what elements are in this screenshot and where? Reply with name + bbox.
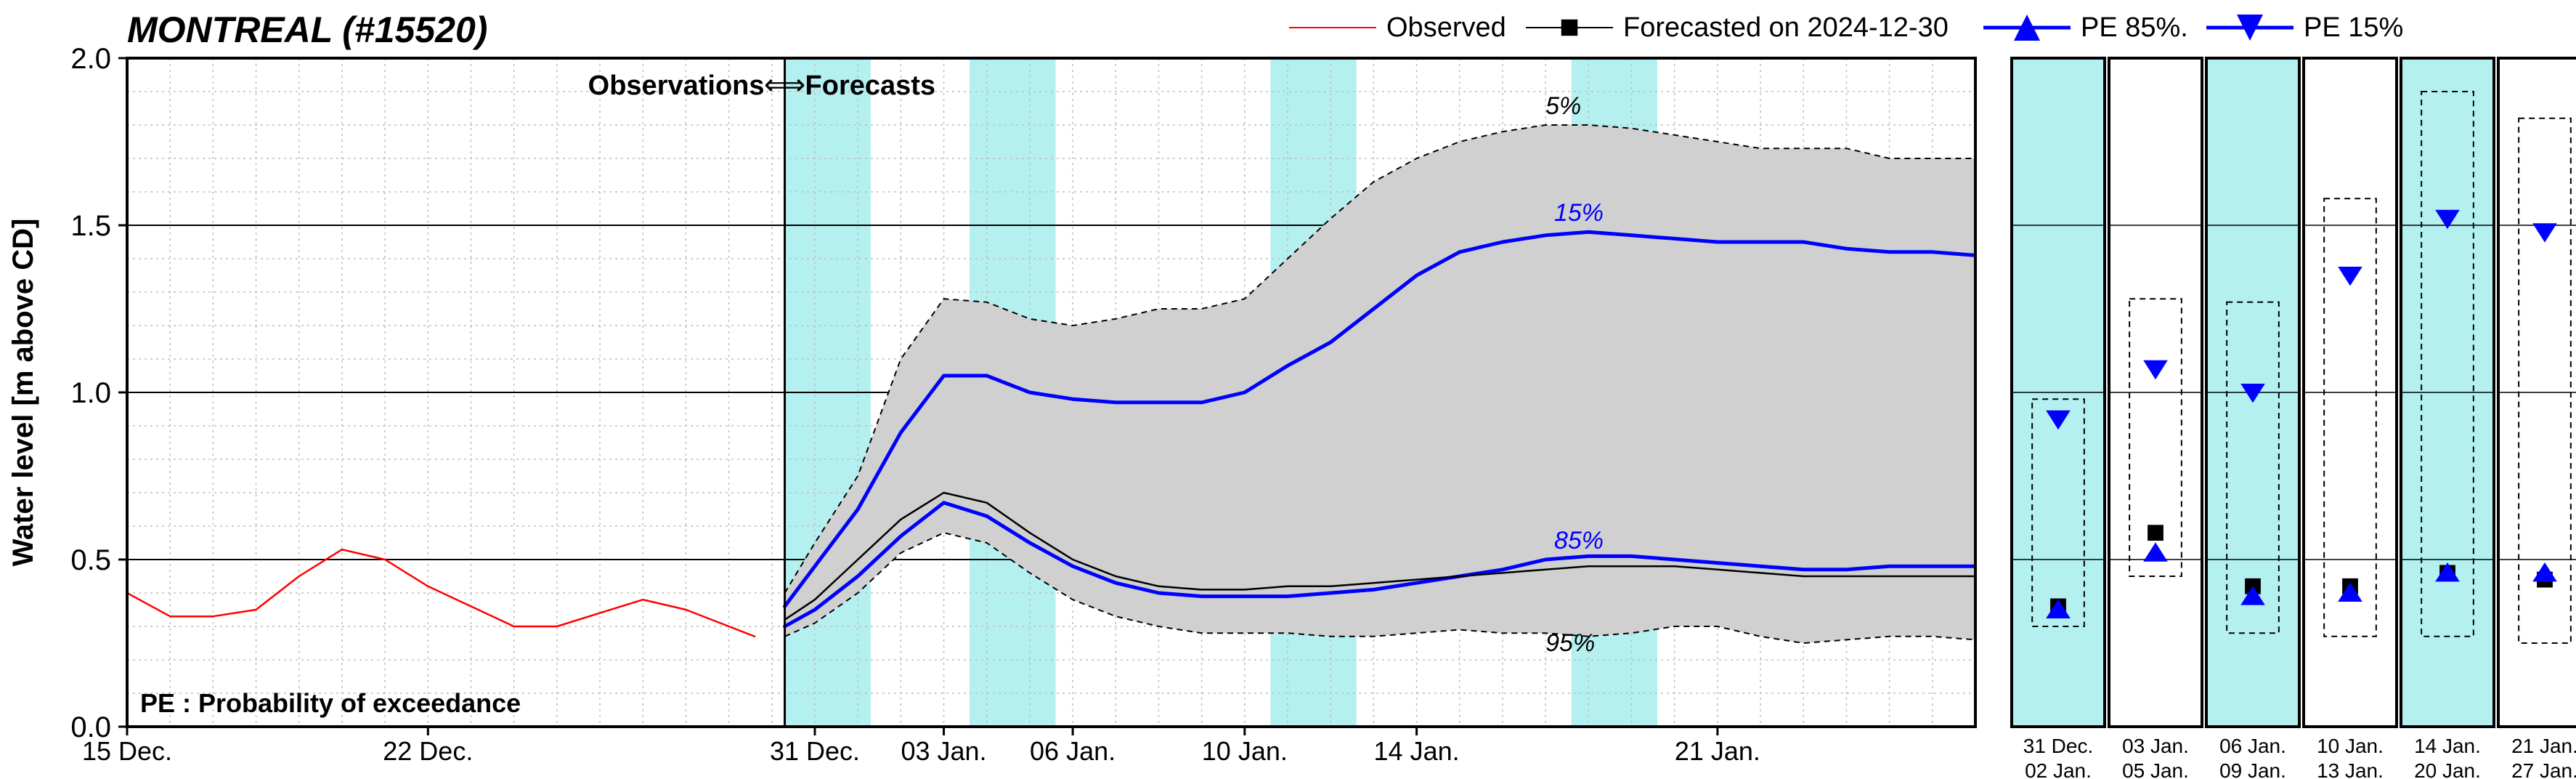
svg-text:09 Jan.: 09 Jan. — [2219, 759, 2286, 779]
svg-text:0.5: 0.5 — [70, 544, 111, 576]
svg-text:02 Jan.: 02 Jan. — [2025, 759, 2092, 779]
svg-text:5%: 5% — [1545, 92, 1581, 120]
svg-text:⟺: ⟺ — [764, 69, 805, 101]
chart-figure: { "meta": { "width": 3547, "height": 107… — [0, 0, 2576, 779]
svg-text:31 Dec.: 31 Dec. — [2023, 735, 2094, 757]
svg-text:21 Jan.: 21 Jan. — [2511, 735, 2576, 757]
svg-text:MONTREAL (#15520): MONTREAL (#15520) — [127, 9, 487, 50]
svg-text:2.0: 2.0 — [70, 43, 111, 75]
svg-text:06 Jan.: 06 Jan. — [2219, 735, 2286, 757]
svg-text:PE 85%.: PE 85%. — [2081, 12, 2188, 43]
svg-text:10 Jan.: 10 Jan. — [2317, 735, 2384, 757]
svg-text:14 Jan.: 14 Jan. — [2414, 735, 2481, 757]
svg-text:Water level [m above CD]: Water level [m above CD] — [7, 219, 39, 567]
svg-text:PE : Probability of exceedance: PE : Probability of exceedance — [140, 688, 521, 718]
svg-text:15 Dec.: 15 Dec. — [82, 736, 172, 766]
svg-text:05 Jan.: 05 Jan. — [2122, 759, 2189, 779]
svg-text:PE 15%: PE 15% — [2304, 12, 2403, 43]
svg-text:27 Jan.: 27 Jan. — [2511, 759, 2576, 779]
svg-text:03 Jan.: 03 Jan. — [2122, 735, 2189, 757]
svg-text:Forecasted on 2024-12-30: Forecasted on 2024-12-30 — [1623, 12, 1949, 43]
svg-text:14 Jan.: 14 Jan. — [1374, 736, 1460, 766]
svg-text:03 Jan.: 03 Jan. — [901, 736, 986, 766]
svg-text:Forecasts: Forecasts — [805, 70, 936, 101]
svg-text:95%: 95% — [1545, 629, 1595, 657]
svg-text:85%: 85% — [1554, 527, 1604, 554]
svg-text:15%: 15% — [1554, 199, 1604, 227]
svg-text:1.0: 1.0 — [70, 377, 111, 409]
svg-text:13 Jan.: 13 Jan. — [2317, 759, 2384, 779]
svg-text:Observed: Observed — [1386, 12, 1506, 43]
svg-text:31 Dec.: 31 Dec. — [770, 736, 860, 766]
chart-svg: 0.00.51.01.52.015 Dec.22 Dec.31 Dec.03 J… — [0, 0, 2576, 779]
svg-text:1.5: 1.5 — [70, 210, 111, 242]
svg-text:10 Jan.: 10 Jan. — [1202, 736, 1288, 766]
svg-text:22 Dec.: 22 Dec. — [383, 736, 473, 766]
svg-text:06 Jan.: 06 Jan. — [1030, 736, 1116, 766]
svg-text:20 Jan.: 20 Jan. — [2414, 759, 2481, 779]
svg-text:21 Jan.: 21 Jan. — [1675, 736, 1760, 766]
svg-text:Observations: Observations — [588, 70, 765, 101]
